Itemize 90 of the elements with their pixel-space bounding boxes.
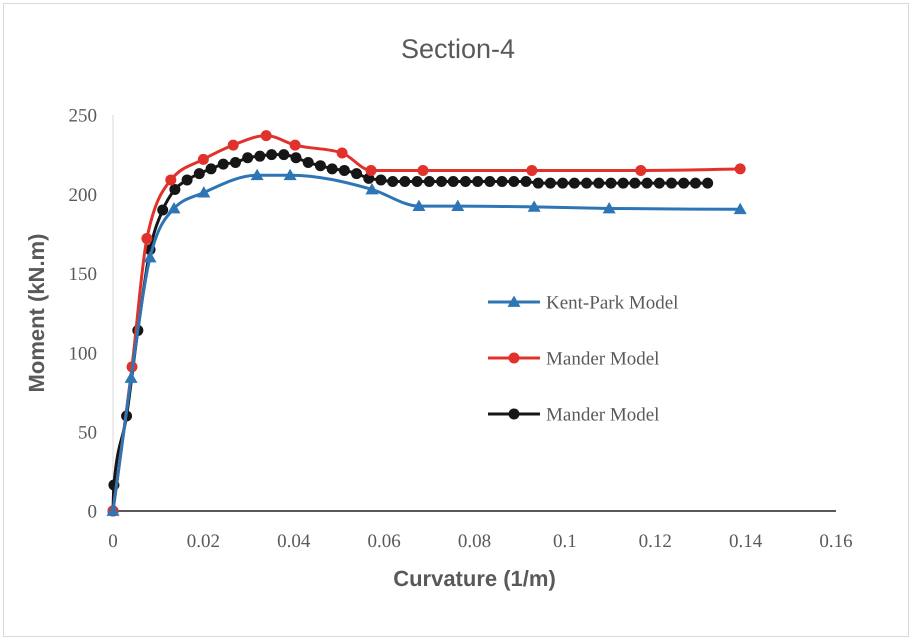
point bbox=[412, 176, 423, 188]
y-tick-label: 200 bbox=[68, 184, 97, 206]
point bbox=[424, 176, 435, 188]
x-tick-label: 0 bbox=[108, 531, 118, 552]
point bbox=[544, 178, 556, 189]
point bbox=[302, 157, 314, 168]
y-tick-label: 100 bbox=[68, 343, 97, 364]
point bbox=[336, 148, 348, 159]
point bbox=[448, 176, 459, 188]
point bbox=[526, 164, 538, 176]
point bbox=[654, 178, 665, 189]
y-tick-label: 250 bbox=[68, 106, 97, 127]
point bbox=[734, 163, 746, 174]
point bbox=[702, 178, 714, 189]
point bbox=[290, 140, 301, 151]
point bbox=[629, 178, 640, 189]
point bbox=[417, 164, 428, 176]
point bbox=[618, 178, 629, 189]
point bbox=[266, 149, 278, 160]
point bbox=[250, 168, 264, 180]
point bbox=[520, 176, 532, 188]
point bbox=[375, 174, 386, 186]
point bbox=[666, 178, 678, 189]
x-axis-title: Curvature (1/m) bbox=[393, 566, 556, 591]
legend-label: Kent-Park Model bbox=[546, 292, 678, 314]
point bbox=[366, 164, 377, 176]
point bbox=[260, 130, 272, 142]
point bbox=[230, 157, 241, 168]
point bbox=[141, 233, 152, 244]
point bbox=[278, 149, 290, 160]
x-tick-label: 0.14 bbox=[729, 531, 763, 552]
legend-label: Mander Model bbox=[546, 348, 660, 370]
point bbox=[496, 176, 508, 188]
point bbox=[412, 200, 426, 211]
point bbox=[326, 163, 338, 174]
point bbox=[635, 164, 646, 176]
y-axis-title: Moment (kN.m) bbox=[24, 234, 49, 392]
point bbox=[568, 178, 580, 189]
point bbox=[678, 178, 690, 189]
point bbox=[338, 164, 350, 176]
point bbox=[387, 176, 398, 188]
point bbox=[734, 202, 747, 214]
point bbox=[197, 186, 210, 198]
point bbox=[508, 176, 520, 188]
point bbox=[194, 168, 205, 180]
point bbox=[593, 178, 604, 189]
point bbox=[581, 178, 592, 189]
x-tick-label: 0.1 bbox=[553, 531, 577, 552]
point bbox=[460, 176, 471, 188]
point bbox=[169, 184, 180, 195]
point bbox=[290, 152, 302, 164]
x-tick-label: 0.06 bbox=[368, 531, 401, 552]
x-tick-label: 0.08 bbox=[458, 531, 492, 552]
point bbox=[472, 176, 484, 188]
y-tick-label: 0 bbox=[88, 502, 97, 523]
point bbox=[198, 154, 209, 165]
point bbox=[642, 178, 653, 189]
point bbox=[557, 178, 568, 189]
y-tick-label: 50 bbox=[78, 422, 97, 444]
x-tick-label: 0.02 bbox=[186, 531, 220, 552]
y-tick-label: 150 bbox=[68, 264, 97, 286]
point bbox=[351, 168, 362, 180]
x-tick-label: 0.04 bbox=[277, 531, 311, 552]
point bbox=[451, 200, 464, 211]
point bbox=[284, 168, 297, 180]
legend-label: Mander Model bbox=[546, 404, 660, 426]
point bbox=[206, 163, 217, 174]
point bbox=[436, 176, 448, 188]
point bbox=[157, 204, 168, 216]
point bbox=[242, 152, 254, 164]
point bbox=[532, 178, 544, 189]
point bbox=[399, 176, 410, 188]
point bbox=[314, 160, 326, 172]
point bbox=[254, 150, 266, 162]
point bbox=[182, 174, 193, 186]
point bbox=[690, 178, 701, 189]
point bbox=[528, 200, 541, 212]
point bbox=[168, 202, 181, 214]
x-tick-label: 0.12 bbox=[638, 531, 672, 552]
point bbox=[228, 140, 239, 151]
x-tick-label: 0.16 bbox=[819, 531, 853, 552]
chart-title: Section-4 bbox=[400, 34, 516, 64]
point bbox=[365, 182, 378, 194]
point bbox=[218, 158, 229, 170]
point bbox=[484, 176, 496, 188]
point bbox=[605, 178, 616, 189]
point bbox=[602, 202, 616, 214]
point bbox=[165, 174, 176, 186]
point bbox=[144, 251, 157, 262]
point bbox=[124, 371, 138, 383]
